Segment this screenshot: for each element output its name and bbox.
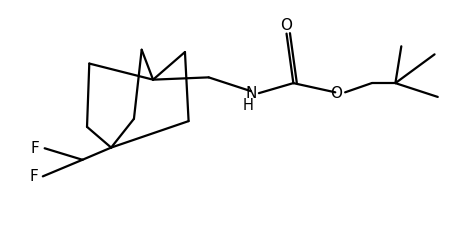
Text: H: H: [242, 97, 254, 113]
Text: N: N: [245, 86, 257, 101]
Text: O: O: [330, 86, 342, 101]
Text: F: F: [31, 141, 40, 156]
Text: F: F: [29, 169, 38, 184]
Text: O: O: [281, 18, 293, 33]
